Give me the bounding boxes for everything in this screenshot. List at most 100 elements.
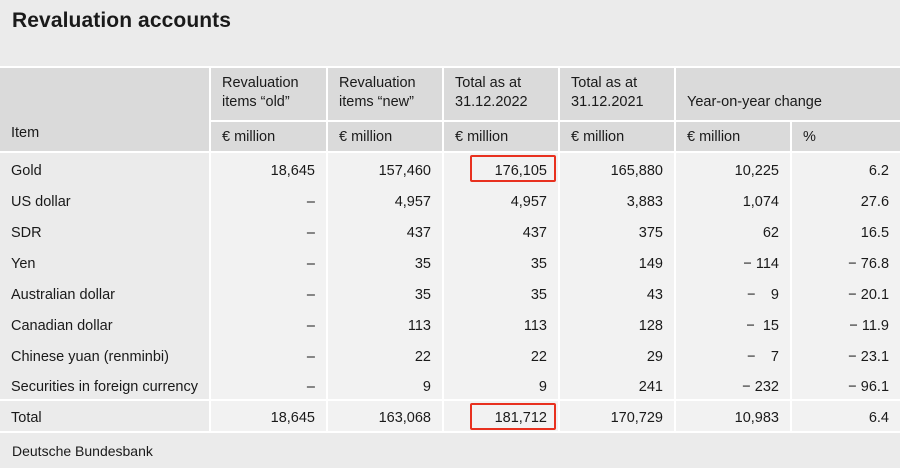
header-total-2021: Total as at 31.12.2021 xyxy=(559,66,676,121)
header-item-label: Item xyxy=(11,125,40,141)
table-row: US dollar –4,957 4,957 3,883 1,074 27.6 xyxy=(0,183,900,214)
header-new-line2: items “new” xyxy=(339,94,414,110)
table-row: Yen –35 35 149− 114− 76.8 xyxy=(0,245,900,276)
cell-t2022: 22 xyxy=(443,338,560,369)
total-label: Total xyxy=(0,399,211,433)
cell-pct: − 23.1 xyxy=(791,338,900,369)
row-label: Securities in foreign currency xyxy=(0,369,211,400)
cell-t2021: 3,883 xyxy=(559,183,676,214)
total-2021: 170,729 xyxy=(559,399,676,433)
header-old-line1: Revaluation xyxy=(222,75,299,91)
header-total-2021-line1: Total as at xyxy=(571,75,638,91)
cell-t2022: 4,957 xyxy=(443,183,560,214)
source-note: Deutsche Bundesbank xyxy=(12,443,153,459)
table-row: Gold 18,645 157,460 176,105 165,880 10,225 6.2 xyxy=(0,151,900,183)
cell-t2021: 241 xyxy=(559,369,676,400)
cell-old: – xyxy=(210,183,328,214)
cell-chg: − 9 xyxy=(675,276,792,307)
total-change: 10,983 xyxy=(675,399,792,433)
header-new: Revaluation items “new” xyxy=(327,66,444,121)
cell-new: 437 xyxy=(327,214,444,245)
total-2022: 181,712 xyxy=(443,399,560,433)
cell-pct: − 76.8 xyxy=(791,245,900,276)
cell-pct: − 11.9 xyxy=(791,307,900,338)
cell-old: – xyxy=(210,307,328,338)
table-body: Gold 18,645 157,460 176,105 165,880 10,225 6.2… xyxy=(0,151,900,400)
row-label: Gold xyxy=(0,151,211,183)
cell-chg: 1,074 xyxy=(675,183,792,214)
header-total-2021-line2: 31.12.2021 xyxy=(571,94,644,110)
cell-t2021: 165,880 xyxy=(559,151,676,183)
cell-value: 176,105 xyxy=(494,163,547,179)
cell-new: 113 xyxy=(327,307,444,338)
row-label: Canadian dollar xyxy=(0,307,211,338)
row-label: Australian dollar xyxy=(0,276,211,307)
page-title: Revaluation accounts xyxy=(12,9,232,32)
cell-chg: − 7 xyxy=(675,338,792,369)
cell-chg: − 114 xyxy=(675,245,792,276)
cell-t2021: 128 xyxy=(559,307,676,338)
cell-t2022: 35 xyxy=(443,276,560,307)
cell-chg: − 15 xyxy=(675,307,792,338)
cell-old: – xyxy=(210,245,328,276)
unit-cell: % xyxy=(791,120,900,152)
cell-new: 35 xyxy=(327,245,444,276)
cell-t2021: 29 xyxy=(559,338,676,369)
cell-old: – xyxy=(210,369,328,400)
cell-new: 22 xyxy=(327,338,444,369)
cell-new: 35 xyxy=(327,276,444,307)
unit-cell: € million xyxy=(559,120,676,152)
header-old-line2: items “old” xyxy=(222,94,290,110)
cell-new: 9 xyxy=(327,369,444,400)
cell-old: – xyxy=(210,338,328,369)
total-pct: 6.4 xyxy=(791,399,900,433)
cell-new: 157,460 xyxy=(327,151,444,183)
header-old: Revaluation items “old” xyxy=(210,66,328,121)
cell-pct: 16.5 xyxy=(791,214,900,245)
cell-old: – xyxy=(210,276,328,307)
total-row: Total 18,645 163,068 181,712 170,729 10,… xyxy=(0,399,900,433)
cell-t2022: 35 xyxy=(443,245,560,276)
table-row: Securities in foreign currency –9 9 241− 23… xyxy=(0,369,900,400)
header-new-line1: Revaluation xyxy=(339,75,416,91)
cell-t2021: 43 xyxy=(559,276,676,307)
cell-pct: 6.2 xyxy=(791,151,900,183)
cell-t2022: 9 xyxy=(443,369,560,400)
unit-cell: € million xyxy=(675,120,792,152)
unit-cell: € million xyxy=(327,120,444,152)
cell-t2022: 437 xyxy=(443,214,560,245)
row-label: Chinese yuan (renminbi) xyxy=(0,338,211,369)
header-item: Item xyxy=(0,66,211,152)
table-row: SDR –437 437 375 62 16.5 xyxy=(0,214,900,245)
unit-cell: € million xyxy=(443,120,560,152)
table-row: Australian dollar –35 35 43− 9− 20.1 xyxy=(0,276,900,307)
cell-old: – xyxy=(210,214,328,245)
header-row: Item Revaluation items “old” Revaluation i… xyxy=(0,66,900,152)
cell-chg: 62 xyxy=(675,214,792,245)
cell-chg: − 232 xyxy=(675,369,792,400)
cell-t2021: 149 xyxy=(559,245,676,276)
total-old: 18,645 xyxy=(210,399,328,433)
header-total-2022-line2: 31.12.2022 xyxy=(455,94,528,110)
cell-chg: 10,225 xyxy=(675,151,792,183)
table-row: Canadian dollar –113 113 128− 15− 11.9 xyxy=(0,307,900,338)
cell-pct: − 20.1 xyxy=(791,276,900,307)
unit-row: € million € million € million € million … xyxy=(0,120,900,152)
header-total-2022-line1: Total as at xyxy=(455,75,522,91)
cell-t2022: 176,105 xyxy=(443,151,560,183)
total-2022-value: 181,712 xyxy=(494,410,547,426)
unit-cell: € million xyxy=(210,120,328,152)
header-yoy-label: Year-on-year change xyxy=(687,94,822,110)
cell-new: 4,957 xyxy=(327,183,444,214)
total-new: 163,068 xyxy=(327,399,444,433)
row-label: US dollar xyxy=(0,183,211,214)
cell-old: 18,645 xyxy=(210,151,328,183)
header-total-2022: Total as at 31.12.2022 xyxy=(443,66,560,121)
cell-pct: − 96.1 xyxy=(791,369,900,400)
cell-t2022: 113 xyxy=(443,307,560,338)
row-label: Yen xyxy=(0,245,211,276)
header-yoy: Year-on-year change xyxy=(675,66,900,121)
row-label: SDR xyxy=(0,214,211,245)
table-row: Chinese yuan (renminbi) –22 22 29− 7− 23.1 xyxy=(0,338,900,369)
cell-t2021: 375 xyxy=(559,214,676,245)
